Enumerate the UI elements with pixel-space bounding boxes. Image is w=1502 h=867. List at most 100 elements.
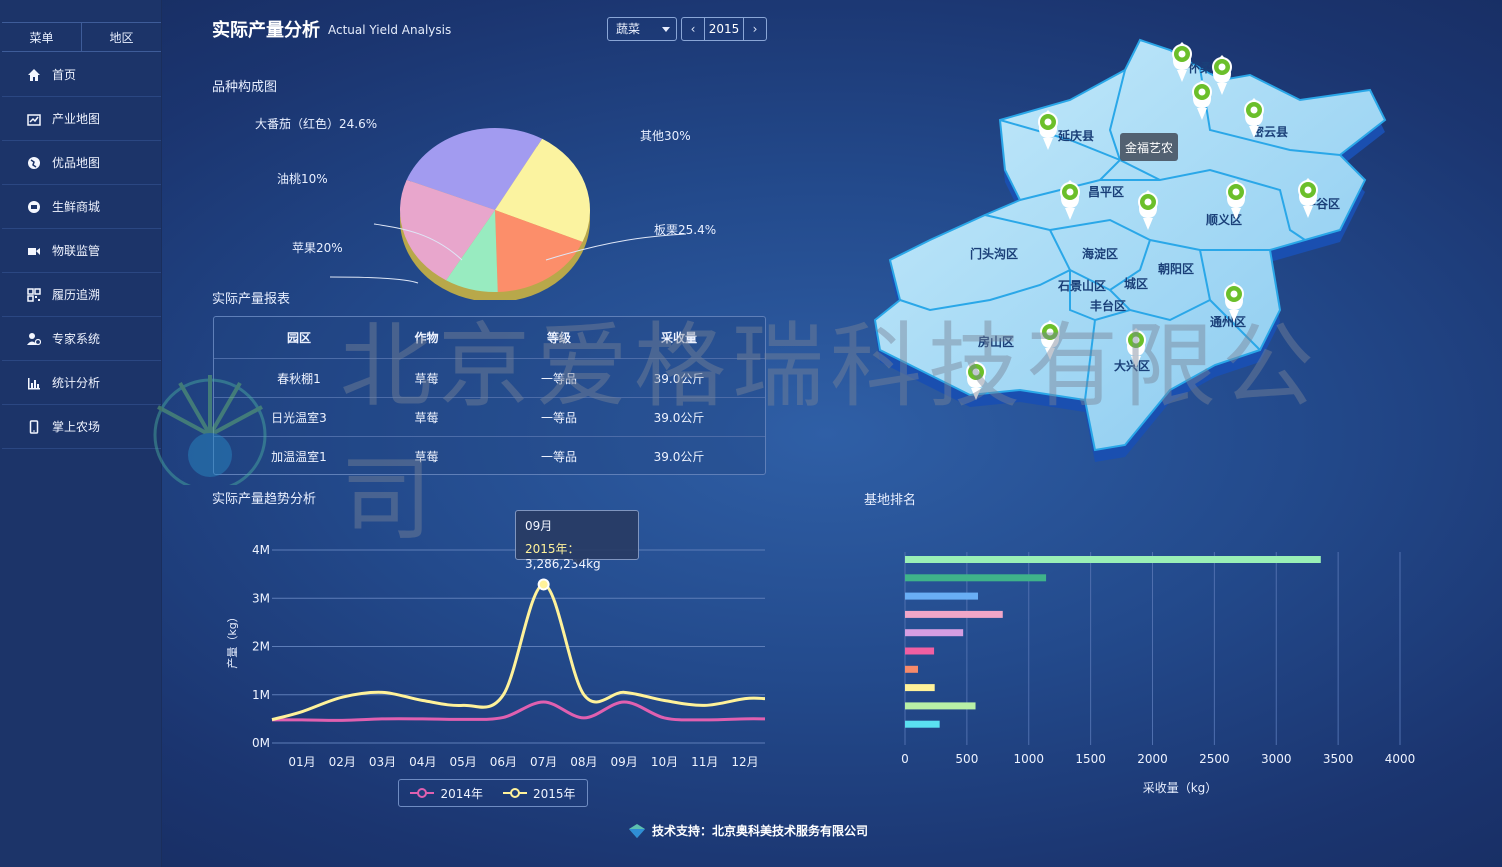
table-header-row: 园区 作物 等级 采收量	[214, 317, 765, 358]
tab-menu[interactable]: 菜单	[2, 23, 81, 51]
cell-grade: 一等品	[469, 370, 649, 387]
bar[interactable]	[905, 556, 1321, 563]
pie-section-title: 品种构成图	[212, 76, 277, 95]
globe-icon	[26, 155, 42, 171]
district-label[interactable]: 通州区	[1210, 314, 1246, 329]
yield-table: 园区 作物 等级 采收量 春秋棚1 草莓 一等品 39.0公斤 日光温室3 草莓…	[213, 316, 766, 475]
tooltip-year: 2015年：	[525, 542, 580, 556]
cell-grade: 一等品	[469, 409, 649, 426]
x-tick-label: 2000	[1137, 752, 1168, 766]
district-label[interactable]: 海淀区	[1082, 246, 1118, 261]
footer: 技术支持：北京奥科美技术服务有限公司	[628, 822, 868, 839]
y-tick-label: 2M	[252, 640, 270, 654]
map-tooltip: 金福艺农	[1120, 133, 1178, 161]
cell-crop: 草莓	[384, 370, 469, 387]
x-tick-label: 1500	[1075, 752, 1106, 766]
y-tick-label: 3M	[252, 591, 270, 605]
pie-label-other: 其他30%	[640, 127, 691, 144]
tooltip-month: 09月	[525, 517, 629, 534]
x-tick-label: 3500	[1323, 752, 1354, 766]
sidebar-item-trace[interactable]: 履历追溯	[2, 273, 161, 317]
rank-section-title: 基地排名	[864, 489, 916, 508]
sidebar-nav: 首页 产业地图 优品地图 生鲜商城 物联监管 履历追溯 专家系统 统计分析	[2, 53, 161, 449]
x-tick-label: 500	[955, 752, 978, 766]
sidebar-item-fresh-mall[interactable]: 生鲜商城	[2, 185, 161, 229]
sidebar-item-label: 首页	[52, 66, 76, 83]
district-label[interactable]: 房山区	[978, 334, 1014, 349]
legend-marker-icon	[503, 788, 527, 798]
district-label[interactable]: 朝阳区	[1158, 261, 1194, 276]
district-label[interactable]: 石景山区	[1057, 278, 1106, 293]
series-line[interactable]	[272, 584, 765, 719]
y-axis-label: 产量（kg）	[225, 611, 239, 668]
cell-grade: 一等品	[469, 448, 649, 465]
bar[interactable]	[905, 611, 1003, 618]
sidebar-item-expert[interactable]: 专家系统	[2, 317, 161, 361]
footer-logo-icon	[628, 823, 646, 839]
home-icon	[26, 67, 42, 83]
district-label[interactable]: 大兴区	[1114, 358, 1150, 373]
x-tick-label: 3000	[1261, 752, 1292, 766]
sidebar-item-stats[interactable]: 统计分析	[2, 361, 161, 405]
bar[interactable]	[905, 721, 940, 728]
pie-label-apple: 苹果20%	[292, 239, 343, 256]
table-row[interactable]: 加温温室1 草莓 一等品 39.0公斤	[214, 436, 765, 475]
x-tick-label: 07月	[530, 755, 557, 769]
district-label[interactable]: 门头沟区	[970, 246, 1018, 261]
x-tick-label: 11月	[691, 755, 718, 769]
district-label[interactable]: 丰台区	[1090, 298, 1126, 313]
col-park: 园区	[214, 329, 384, 346]
x-tick-label: 05月	[449, 755, 476, 769]
pie-label-chestnut: 板栗25.4%	[654, 221, 716, 238]
bar[interactable]	[905, 648, 934, 655]
page-title: 实际产量分析	[212, 16, 320, 42]
cell-harvest: 39.0公斤	[649, 409, 709, 426]
bar[interactable]	[905, 593, 978, 600]
table-row[interactable]: 春秋棚1 草莓 一等品 39.0公斤	[214, 358, 765, 397]
highlight-point[interactable]	[539, 579, 549, 589]
sidebar-item-industry-map[interactable]: 产业地图	[2, 97, 161, 141]
x-tick-label: 06月	[490, 755, 517, 769]
cell-crop: 草莓	[384, 448, 469, 465]
sidebar-item-mobile-farm[interactable]: 掌上农场	[2, 405, 161, 449]
tab-region[interactable]: 地区	[81, 23, 161, 51]
legend-label: 2014年	[440, 785, 483, 802]
phone-icon	[26, 419, 42, 435]
camera-icon	[26, 243, 42, 259]
sidebar-item-label: 履历追溯	[52, 286, 100, 303]
legend-item-2014[interactable]: 2014年	[410, 785, 483, 802]
cell-crop: 草莓	[384, 409, 469, 426]
table-row[interactable]: 日光温室3 草莓 一等品 39.0公斤	[214, 397, 765, 436]
x-tick-label: 0	[901, 752, 909, 766]
bar[interactable]	[905, 574, 1046, 581]
district-label[interactable]: 城区	[1124, 276, 1148, 291]
qrcode-icon	[26, 287, 42, 303]
legend-marker-icon	[410, 788, 434, 798]
cell-park: 加温温室1	[214, 448, 384, 465]
chart-tooltip: 09月 2015年：3,286,234kg	[515, 510, 639, 560]
sidebar: 菜单 地区 首页 产业地图 优品地图 生鲜商城 物联监管 履历追溯	[0, 0, 162, 867]
sidebar-item-home[interactable]: 首页	[2, 53, 161, 97]
sidebar-item-label: 专家系统	[52, 330, 100, 347]
base-ranking-bar-chart: 0 500 1000 1500 2000 2500 3000 3500 4000 采收量（kg）	[880, 540, 1440, 805]
pie-label-tomato: 大番茄（红色）24.6%	[255, 115, 377, 132]
bar[interactable]	[905, 666, 918, 673]
x-tick-label: 08月	[570, 755, 597, 769]
x-tick-label: 09月	[611, 755, 638, 769]
district-label[interactable]: 延庆县	[1057, 128, 1094, 143]
sidebar-item-iot[interactable]: 物联监管	[2, 229, 161, 273]
prev-year-button[interactable]: ‹	[682, 18, 704, 40]
bar[interactable]	[905, 629, 963, 636]
sidebar-item-quality-map[interactable]: 优品地图	[2, 141, 161, 185]
bar[interactable]	[905, 702, 976, 709]
legend-item-2015[interactable]: 2015年	[503, 785, 576, 802]
year-picker: ‹ 2015 ›	[681, 17, 767, 41]
x-tick-label: 04月	[409, 755, 436, 769]
x-axis-label: 采收量（kg）	[1143, 781, 1218, 795]
expert-icon	[26, 331, 42, 347]
col-crop: 作物	[384, 329, 469, 346]
category-select[interactable]: 蔬菜	[607, 17, 677, 41]
district-label[interactable]: 昌平区	[1088, 185, 1124, 199]
next-year-button[interactable]: ›	[744, 18, 766, 40]
bar[interactable]	[905, 684, 935, 691]
